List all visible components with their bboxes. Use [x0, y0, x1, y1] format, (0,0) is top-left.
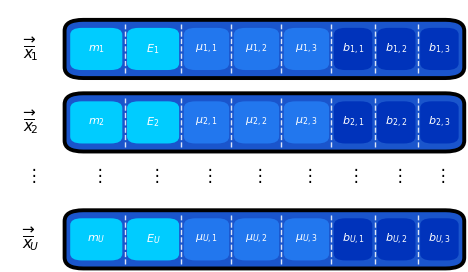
Text: $\vdots$: $\vdots$ — [201, 166, 212, 185]
FancyBboxPatch shape — [420, 101, 459, 144]
FancyBboxPatch shape — [184, 101, 229, 144]
FancyBboxPatch shape — [127, 28, 179, 70]
FancyBboxPatch shape — [334, 218, 372, 261]
Text: $\mu_{2,3}$: $\mu_{2,3}$ — [295, 116, 318, 129]
FancyBboxPatch shape — [284, 101, 329, 144]
FancyBboxPatch shape — [284, 218, 329, 261]
FancyBboxPatch shape — [334, 101, 372, 144]
Text: $b_{2,2}$: $b_{2,2}$ — [385, 115, 407, 130]
FancyBboxPatch shape — [184, 28, 229, 70]
Text: $\mu_{1,2}$: $\mu_{1,2}$ — [245, 42, 268, 55]
FancyBboxPatch shape — [65, 93, 464, 152]
FancyBboxPatch shape — [127, 218, 179, 261]
FancyBboxPatch shape — [234, 28, 279, 70]
Text: $m_U$: $m_U$ — [87, 233, 105, 245]
FancyBboxPatch shape — [70, 101, 122, 144]
Text: $\vdots$: $\vdots$ — [251, 166, 262, 185]
FancyBboxPatch shape — [334, 28, 372, 70]
Text: $m_2$: $m_2$ — [88, 116, 105, 128]
FancyBboxPatch shape — [127, 101, 179, 144]
Text: $m_1$: $m_1$ — [88, 43, 105, 55]
Text: $\vdots$: $\vdots$ — [301, 166, 312, 185]
Text: $E_U$: $E_U$ — [146, 233, 161, 246]
Text: $b_{U,1}$: $b_{U,1}$ — [342, 232, 365, 247]
Text: $E_2$: $E_2$ — [146, 116, 160, 129]
Text: $\vdots$: $\vdots$ — [391, 166, 402, 185]
FancyBboxPatch shape — [284, 28, 329, 70]
Text: $\vdots$: $\vdots$ — [91, 166, 102, 185]
FancyBboxPatch shape — [184, 218, 229, 261]
Text: $b_{U,3}$: $b_{U,3}$ — [428, 232, 451, 247]
Text: $E_1$: $E_1$ — [146, 42, 160, 56]
FancyBboxPatch shape — [65, 210, 464, 268]
Text: $\mu_{2,2}$: $\mu_{2,2}$ — [245, 116, 268, 129]
FancyBboxPatch shape — [420, 218, 459, 261]
Text: $\vdots$: $\vdots$ — [434, 166, 445, 185]
Text: $b_{1,1}$: $b_{1,1}$ — [342, 41, 364, 57]
Text: $\overrightarrow{\overline{x}}_{\!1}$: $\overrightarrow{\overline{x}}_{\!1}$ — [22, 35, 38, 63]
Text: $\mu_{U,3}$: $\mu_{U,3}$ — [295, 233, 318, 246]
Text: $\vdots$: $\vdots$ — [147, 166, 159, 185]
Text: $b_{1,2}$: $b_{1,2}$ — [385, 41, 407, 57]
FancyBboxPatch shape — [70, 28, 122, 70]
Text: $b_{2,3}$: $b_{2,3}$ — [428, 115, 451, 130]
FancyBboxPatch shape — [420, 28, 459, 70]
FancyBboxPatch shape — [234, 101, 279, 144]
FancyBboxPatch shape — [377, 218, 416, 261]
Text: $\overrightarrow{\overline{x}}_{\!U}$: $\overrightarrow{\overline{x}}_{\!U}$ — [22, 225, 39, 253]
FancyBboxPatch shape — [377, 28, 416, 70]
Text: $\mu_{2,1}$: $\mu_{2,1}$ — [195, 116, 218, 129]
Text: $\mu_{U,2}$: $\mu_{U,2}$ — [245, 233, 268, 246]
Text: $\mu_{U,1}$: $\mu_{U,1}$ — [195, 233, 218, 246]
Text: $\mu_{1,1}$: $\mu_{1,1}$ — [195, 42, 218, 55]
FancyBboxPatch shape — [70, 218, 122, 261]
Text: $b_{1,3}$: $b_{1,3}$ — [428, 41, 451, 57]
Text: $\vdots$: $\vdots$ — [347, 166, 358, 185]
FancyBboxPatch shape — [65, 20, 464, 78]
Text: $\mu_{1,3}$: $\mu_{1,3}$ — [295, 42, 318, 55]
Text: $b_{2,1}$: $b_{2,1}$ — [342, 115, 364, 130]
FancyBboxPatch shape — [234, 218, 279, 261]
Text: $\vdots$: $\vdots$ — [25, 166, 36, 185]
FancyBboxPatch shape — [377, 101, 416, 144]
Text: $\overrightarrow{\overline{x}}_{\!2}$: $\overrightarrow{\overline{x}}_{\!2}$ — [22, 109, 38, 136]
Text: $b_{U,2}$: $b_{U,2}$ — [385, 232, 408, 247]
